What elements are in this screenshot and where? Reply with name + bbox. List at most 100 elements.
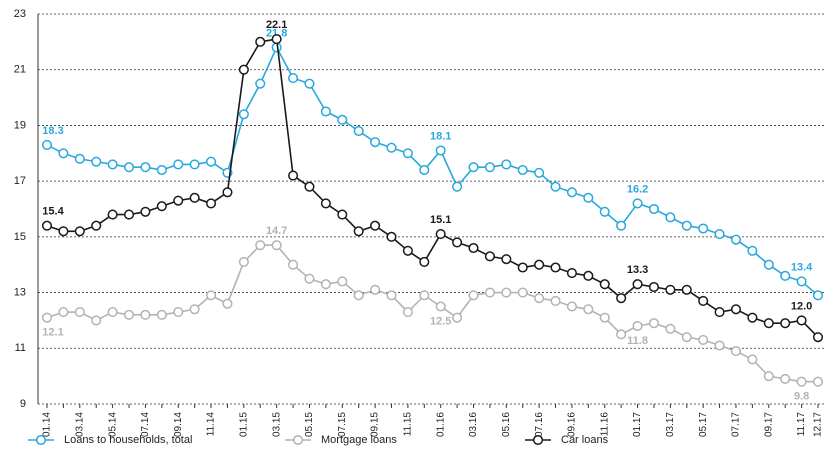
x-tick-label: 07.17 [731, 412, 742, 437]
point [632, 279, 643, 290]
point [205, 156, 217, 167]
point [665, 284, 676, 295]
point [320, 279, 331, 290]
point [74, 226, 85, 237]
point [812, 376, 824, 387]
point [648, 318, 660, 329]
data-label: 21.8 [266, 27, 287, 39]
y-tick-label: 17 [14, 175, 26, 187]
point [763, 259, 774, 270]
point [796, 376, 807, 387]
point [58, 307, 69, 318]
x-tick-label: 07.16 [534, 412, 545, 437]
data-label: 11.8 [627, 335, 648, 347]
x-tick-label: 11.14 [206, 412, 217, 437]
point [419, 290, 430, 301]
point [566, 187, 577, 198]
point [123, 209, 135, 220]
point [41, 139, 53, 150]
point [583, 304, 594, 315]
point [402, 245, 413, 256]
x-tick-label: 11.17 [796, 412, 807, 437]
point [337, 209, 348, 220]
point [386, 290, 397, 301]
point [780, 373, 791, 384]
point [41, 312, 53, 323]
point [107, 209, 118, 220]
data-label: 15.1 [430, 214, 451, 226]
point [468, 162, 479, 173]
point [714, 307, 725, 318]
point [550, 295, 561, 306]
point [435, 145, 446, 156]
x-tick-label: 09.15 [370, 412, 381, 437]
point [74, 307, 85, 318]
point [566, 301, 577, 312]
point [452, 181, 463, 192]
point [402, 307, 413, 318]
point [91, 220, 102, 231]
point [255, 240, 266, 251]
x-tick-label: 09.16 [567, 412, 578, 437]
point [583, 270, 594, 281]
point [747, 245, 758, 256]
legend-label: Loans to households, total [64, 434, 192, 446]
point [435, 301, 446, 312]
point [566, 268, 577, 279]
point [484, 287, 495, 298]
point [123, 162, 135, 173]
point [484, 251, 495, 262]
point [107, 307, 118, 318]
point [534, 167, 545, 178]
data-label: 12.0 [791, 300, 812, 312]
point [534, 293, 545, 304]
x-tick-label: 05.17 [698, 412, 709, 437]
legend-marker [532, 434, 544, 446]
point [484, 162, 495, 173]
point [616, 293, 627, 304]
point [616, 329, 627, 340]
point [370, 284, 381, 295]
point [386, 142, 397, 153]
x-tick-label: 01.14 [42, 412, 53, 437]
x-tick-label: 01.16 [435, 412, 446, 437]
data-label: 12.5 [430, 315, 451, 327]
point [271, 34, 282, 45]
y-tick-label: 21 [14, 64, 26, 76]
point [189, 304, 200, 315]
point [140, 309, 151, 320]
point [616, 220, 627, 231]
point [419, 256, 430, 267]
data-label: 16.2 [627, 183, 648, 195]
point [337, 276, 348, 287]
x-tick-label: 03.17 [665, 412, 676, 437]
point [123, 309, 135, 320]
point [370, 137, 381, 148]
legend-label: Car loans [561, 434, 609, 446]
point [255, 36, 266, 47]
point [222, 298, 233, 309]
point [648, 203, 660, 215]
point [501, 287, 512, 298]
y-tick-label: 11 [15, 342, 26, 354]
point [205, 290, 217, 301]
point [452, 312, 463, 323]
data-label: 12.1 [42, 327, 63, 339]
x-tick-label: 03.15 [271, 412, 282, 437]
point [714, 229, 725, 240]
point [599, 279, 610, 290]
x-tick-label: 05.16 [501, 412, 512, 437]
point [435, 229, 446, 240]
point [730, 346, 742, 357]
x-tick-label: 03.14 [74, 412, 85, 437]
point [747, 354, 758, 365]
point [271, 240, 282, 251]
point [501, 159, 512, 170]
point [468, 242, 479, 254]
point [41, 220, 53, 231]
point [255, 78, 266, 89]
data-label: 13.4 [791, 261, 813, 273]
point [517, 164, 528, 176]
point [583, 192, 594, 203]
x-tick-label: 11.16 [599, 412, 610, 437]
